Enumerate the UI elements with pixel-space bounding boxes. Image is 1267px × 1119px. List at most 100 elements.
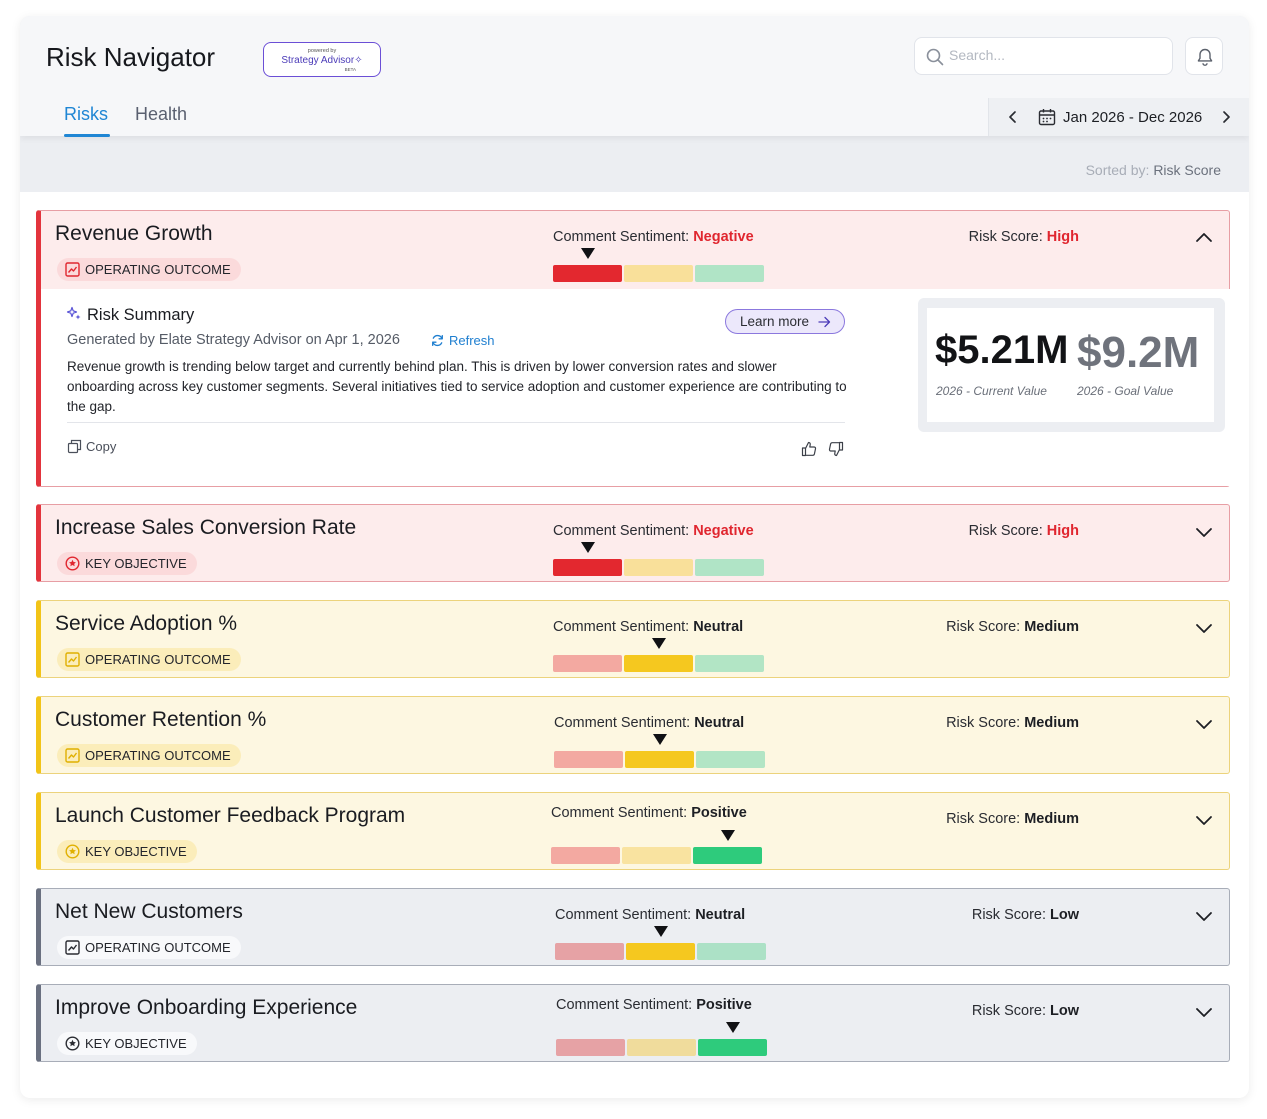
risk-score-value: High: [1046, 523, 1079, 539]
current-value-label: 2026 - Current Value: [936, 384, 1047, 398]
risk-score-label: Risk Score:: [968, 523, 1043, 539]
sentiment-bar-segment: [695, 655, 764, 672]
generated-by-text: Generated by Elate Strategy Advisor on A…: [67, 332, 400, 348]
date-range-selector: Jan 2026 - Dec 2026: [988, 98, 1249, 136]
chevron-right-icon[interactable]: [1219, 110, 1233, 124]
refresh-icon: [432, 334, 443, 347]
risk-type-badge: OPERATING OUTCOME: [57, 744, 241, 767]
chevron-down-icon[interactable]: [1195, 715, 1213, 733]
sentiment-bar-segment: [553, 559, 622, 576]
sentiment-value: Negative: [693, 523, 754, 539]
date-range-label[interactable]: Jan 2026 - Dec 2026: [1063, 109, 1203, 126]
risk-score-value: Low: [1050, 907, 1079, 923]
sentiment-label: Comment Sentiment:: [555, 907, 692, 923]
sentiment-bar-segment: [693, 847, 762, 864]
search-input[interactable]: [949, 47, 1159, 63]
risk-type-label: KEY OBJECTIVE: [85, 1036, 187, 1051]
sentiment-bar-segment: [696, 751, 765, 768]
sentiment-bar-segment: [551, 847, 620, 864]
sentiment-bar-segment: [622, 847, 691, 864]
comment-sentiment: Comment Sentiment: Positive: [551, 805, 747, 821]
risk-card[interactable]: Revenue Growth OPERATING OUTCOME Comment…: [36, 210, 1230, 487]
risk-card[interactable]: Improve Onboarding Experience KEY OBJECT…: [36, 984, 1230, 1062]
sort-indicator[interactable]: Sorted by: Risk Score: [1086, 162, 1221, 178]
app-window: Risk Navigator powered by Strategy Advis…: [20, 16, 1249, 1098]
risk-title[interactable]: Customer Retention %: [55, 708, 267, 731]
strategy-advisor-badge[interactable]: powered by Strategy Advisor✧ BETA: [263, 42, 381, 77]
sentiment-bar-segment: [697, 943, 766, 960]
chevron-down-icon[interactable]: [1195, 811, 1213, 829]
sentiment-bar-segment: [695, 265, 764, 282]
badge-beta: BETA: [344, 67, 356, 72]
sentiment-bar: [555, 926, 767, 960]
sentiment-value: Neutral: [693, 619, 744, 635]
sentiment-value: Positive: [691, 805, 747, 821]
sparkle-icon: ✧: [354, 55, 363, 66]
risk-type-label: OPERATING OUTCOME: [85, 652, 231, 667]
chevron-left-icon[interactable]: [1006, 110, 1020, 124]
comment-sentiment: Comment Sentiment: Positive: [556, 997, 752, 1013]
sentiment-bar-segment: [626, 943, 695, 960]
risk-card[interactable]: Increase Sales Conversion Rate KEY OBJEC…: [36, 504, 1230, 582]
risk-score-value: High: [1046, 229, 1079, 245]
risk-title[interactable]: Service Adoption %: [55, 612, 238, 635]
risk-title[interactable]: Improve Onboarding Experience: [55, 996, 358, 1019]
risk-type-label: OPERATING OUTCOME: [85, 748, 231, 763]
sentiment-bar-segment: [625, 751, 694, 768]
risk-score-label: Risk Score:: [968, 229, 1043, 245]
risk-title[interactable]: Net New Customers: [55, 900, 243, 923]
risk-card[interactable]: Customer Retention % OPERATING OUTCOME C…: [36, 696, 1230, 774]
sentiment-bar-segment: [624, 559, 693, 576]
search-box[interactable]: [914, 37, 1173, 75]
sentiment-value: Positive: [696, 997, 752, 1013]
risk-card[interactable]: Launch Customer Feedback Program KEY OBJ…: [36, 792, 1230, 870]
risk-type-label: OPERATING OUTCOME: [85, 262, 231, 277]
comment-sentiment: Comment Sentiment: Neutral: [553, 619, 743, 635]
risk-score: Risk Score: High: [969, 523, 1079, 539]
refresh-button[interactable]: Refresh: [431, 333, 495, 348]
risk-score-label: Risk Score:: [946, 619, 1021, 635]
badge-name: Strategy Advisor✧: [281, 55, 363, 66]
sentiment-marker-icon: [721, 830, 735, 841]
risk-score-label: Risk Score:: [946, 811, 1021, 827]
tab-health[interactable]: Health: [135, 104, 188, 124]
copy-button[interactable]: Copy: [67, 439, 116, 454]
sentiment-marker-icon: [726, 1022, 740, 1033]
comment-sentiment: Comment Sentiment: Negative: [553, 229, 754, 245]
risk-type-badge: OPERATING OUTCOME: [57, 258, 241, 281]
risk-type-badge: KEY OBJECTIVE: [57, 1032, 197, 1055]
copy-icon: [67, 439, 82, 454]
sentiment-marker-icon: [652, 638, 666, 649]
chevron-down-icon[interactable]: [1195, 619, 1213, 637]
notifications-button[interactable]: [1185, 37, 1223, 75]
sentiment-label: Comment Sentiment:: [551, 805, 688, 821]
risk-title[interactable]: Launch Customer Feedback Program: [55, 804, 406, 827]
chevron-down-icon[interactable]: [1195, 1003, 1213, 1021]
chevron-down-icon[interactable]: [1195, 523, 1213, 541]
risk-type-badge: KEY OBJECTIVE: [57, 840, 197, 863]
risk-score-label: Risk Score:: [971, 1003, 1046, 1019]
thumbs-down-icon[interactable]: [828, 441, 844, 457]
thumbs-up-icon[interactable]: [801, 441, 817, 457]
sentiment-label: Comment Sentiment:: [554, 715, 691, 731]
sentiment-bar-segment: [556, 1039, 625, 1056]
sentiment-value: Neutral: [695, 907, 746, 923]
tab-risks[interactable]: Risks: [64, 104, 108, 124]
comment-sentiment: Comment Sentiment: Neutral: [554, 715, 744, 731]
target-star-icon: [65, 556, 80, 571]
sentiment-marker-icon: [581, 542, 595, 553]
risk-type-label: KEY OBJECTIVE: [85, 844, 187, 859]
risk-card[interactable]: Service Adoption % OPERATING OUTCOME Com…: [36, 600, 1230, 678]
risk-score-value: Medium: [1024, 715, 1079, 731]
risk-score: Risk Score: High: [969, 229, 1079, 245]
comment-sentiment: Comment Sentiment: Neutral: [555, 907, 745, 923]
risk-title[interactable]: Increase Sales Conversion Rate: [55, 516, 357, 539]
risk-title[interactable]: Revenue Growth: [55, 222, 213, 245]
chevron-up-icon[interactable]: [1195, 229, 1213, 247]
chevron-down-icon[interactable]: [1195, 907, 1213, 925]
risk-type-label: OPERATING OUTCOME: [85, 940, 231, 955]
header: Risk Navigator powered by Strategy Advis…: [20, 16, 1249, 137]
risk-type-badge: OPERATING OUTCOME: [57, 936, 241, 959]
risk-card[interactable]: Net New Customers OPERATING OUTCOME Comm…: [36, 888, 1230, 966]
learn-more-button[interactable]: Learn more: [725, 309, 845, 334]
